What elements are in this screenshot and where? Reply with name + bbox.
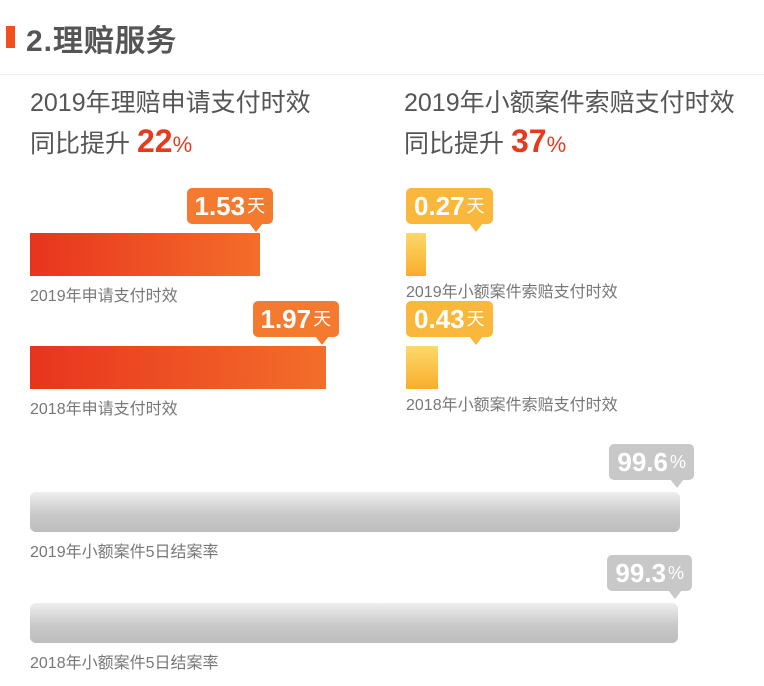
highlight-claims-payment: 2019年理赔申请支付时效 同比提升 22% xyxy=(30,84,311,164)
highlight-title: 2019年小额案件索赔支付时效 xyxy=(404,89,735,117)
data-label: 99.6% xyxy=(609,444,694,488)
data-label: 99.3% xyxy=(607,555,693,599)
highlight-number: 37 xyxy=(510,123,547,159)
data-label-value: 0.27 xyxy=(414,191,465,221)
highlight-number: 22 xyxy=(136,123,173,159)
highlight-title: 2019年理赔申请支付时效 xyxy=(30,89,311,117)
data-label-unit: 天 xyxy=(466,309,485,329)
category-label: 2018年小额案件5日结案率 xyxy=(30,655,219,672)
data-label: 0.43 天 xyxy=(406,301,493,345)
highlight-small-claims: 2019年小额案件索赔支付时效 同比提升 37% xyxy=(404,84,735,164)
bar xyxy=(406,233,427,276)
data-label: 1.97 天 xyxy=(252,301,340,345)
bar xyxy=(406,346,439,389)
bar xyxy=(30,233,260,276)
section-title: 2.理赔服务 xyxy=(26,25,178,58)
data-label: 1.53 天 xyxy=(186,188,274,232)
bar xyxy=(30,603,679,643)
highlight-unit: % xyxy=(172,132,193,157)
category-label: 2018年小额案件索赔支付时效 xyxy=(406,397,618,414)
highlight-prefix: 同比提升 xyxy=(30,130,131,158)
highlight-increase: 同比提升 22% xyxy=(30,122,311,164)
bar xyxy=(30,492,681,532)
category-label: 2019年小额案件5日结案率 xyxy=(30,544,219,561)
data-label-unit: % xyxy=(669,452,686,472)
data-label-unit: 天 xyxy=(247,196,266,216)
data-label-value: 99.6 xyxy=(617,447,668,477)
data-label-value: 99.3 xyxy=(615,558,667,588)
category-label: 2019年小额案件索赔支付时效 xyxy=(406,284,618,301)
divider xyxy=(0,74,764,75)
data-label-unit: 天 xyxy=(313,309,332,329)
data-label-value: 1.97 xyxy=(260,304,312,334)
data-label-value: 0.43 xyxy=(414,304,465,334)
bar xyxy=(30,346,326,389)
data-label-unit: % xyxy=(668,563,685,583)
data-label-unit: 天 xyxy=(466,196,485,216)
section-marker xyxy=(6,26,15,48)
data-label: 0.27 天 xyxy=(406,188,493,232)
highlight-prefix: 同比提升 xyxy=(404,130,505,158)
category-label: 2018年申请支付时效 xyxy=(30,401,178,418)
data-label-value: 1.53 xyxy=(194,191,246,221)
category-label: 2019年申请支付时效 xyxy=(30,288,178,305)
highlight-unit: % xyxy=(546,132,567,157)
highlight-increase: 同比提升 37% xyxy=(404,122,735,164)
